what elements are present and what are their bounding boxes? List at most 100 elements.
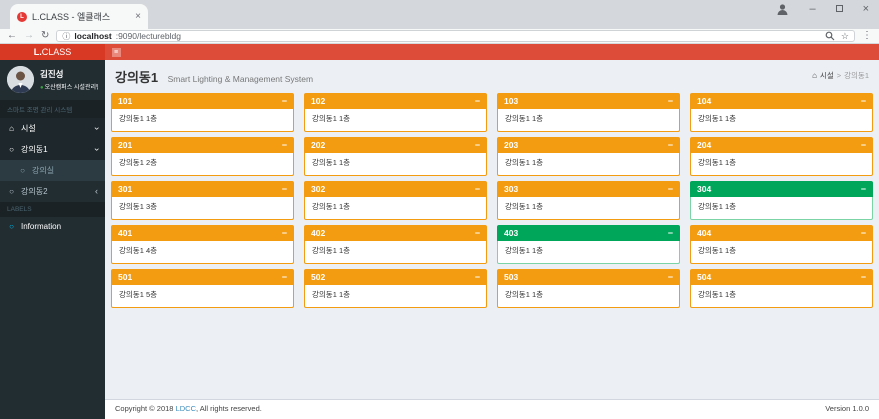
page-title: 강의동1 [115, 70, 159, 85]
room-card[interactable]: 202 − 강의동1 1층 [304, 137, 487, 176]
zoom-icon[interactable] [825, 31, 835, 41]
collapse-minus-icon[interactable]: − [281, 140, 287, 150]
tab-title: L.CLASS - 엘클래스 [32, 12, 111, 22]
room-card-body: 강의동1 3층 [111, 197, 294, 220]
room-card[interactable]: 504 − 강의동1 1층 [690, 269, 873, 308]
brand-logo[interactable]: L. CLASS [0, 44, 105, 60]
room-floor-label: 강의동1 1층 [505, 246, 544, 255]
collapse-minus-icon[interactable]: − [667, 184, 673, 194]
room-card-header: 202 − [304, 137, 487, 153]
collapse-minus-icon[interactable]: − [281, 228, 287, 238]
room-card[interactable]: 204 − 강의동1 1층 [690, 137, 873, 176]
room-card[interactable]: 203 − 강의동1 1층 [497, 137, 680, 176]
room-card[interactable]: 503 − 강의동1 1층 [497, 269, 680, 308]
collapse-minus-icon[interactable]: − [281, 184, 287, 194]
collapse-minus-icon[interactable]: − [281, 272, 287, 282]
room-card[interactable]: 104 − 강의동1 1층 [690, 93, 873, 132]
collapse-minus-icon[interactable]: − [667, 96, 673, 106]
user-panel: 김진성 ●오산캠퍼스 시설관리팀 사원 [0, 60, 105, 100]
bookmark-star-icon[interactable]: ☆ [840, 30, 849, 41]
room-card-body: 강의동1 2층 [111, 153, 294, 176]
room-card-header: 401 − [111, 225, 294, 241]
room-floor-label: 강의동1 1층 [505, 158, 544, 167]
page-info-icon[interactable]: ⓘ [62, 31, 71, 41]
room-card[interactable]: 102 − 강의동1 1층 [304, 93, 487, 132]
sidebar-item-information[interactable]: ○ Information [0, 217, 105, 236]
chevron-left-icon: ‹ [95, 186, 98, 196]
room-card[interactable]: 101 − 강의동1 1층 [111, 93, 294, 132]
collapse-minus-icon[interactable]: − [474, 96, 480, 106]
room-floor-label: 강의동1 1층 [698, 158, 737, 167]
breadcrumb-home-link[interactable]: 시설 [819, 71, 834, 80]
room-card-body: 강의동1 1층 [690, 285, 873, 308]
circle-icon: ○ [9, 145, 14, 154]
room-card[interactable]: 402 − 강의동1 1층 [304, 225, 487, 264]
room-floor-label: 강의동1 1층 [505, 202, 544, 211]
window-minimize-icon[interactable]: – [809, 3, 816, 15]
collapse-minus-icon[interactable]: − [667, 272, 673, 282]
collapse-minus-icon[interactable]: − [474, 228, 480, 238]
room-card[interactable]: 501 − 강의동1 5층 [111, 269, 294, 308]
room-card[interactable]: 304 − 강의동1 1층 [690, 181, 873, 220]
collapse-minus-icon[interactable]: − [474, 272, 480, 282]
collapse-minus-icon[interactable]: − [860, 272, 866, 282]
collapse-minus-icon[interactable]: − [860, 140, 866, 150]
browser-profile-icon[interactable] [776, 3, 789, 16]
user-name: 김진성 [40, 69, 64, 79]
room-number: 401 [118, 228, 133, 238]
room-card[interactable]: 302 − 강의동1 1층 [304, 181, 487, 220]
room-floor-label: 강의동1 3층 [119, 202, 158, 211]
circle-icon: ○ [9, 222, 14, 231]
collapse-minus-icon[interactable]: − [474, 184, 480, 194]
collapse-minus-icon[interactable]: − [667, 140, 673, 150]
room-number: 301 [118, 184, 133, 194]
room-card[interactable]: 303 − 강의동1 1층 [497, 181, 680, 220]
footer: Copyright © 2018 LDCC, All rights reserv… [105, 399, 879, 419]
sidebar-item-bldg2[interactable]: ○ 강의동2 ‹ [0, 181, 105, 202]
room-number: 202 [311, 140, 326, 150]
window-close-icon[interactable]: × [862, 3, 869, 15]
room-card-body: 강의동1 1층 [111, 109, 294, 132]
reload-icon[interactable]: ↻ [41, 30, 50, 41]
room-card-header: 303 − [497, 181, 680, 197]
sidebar: 김진성 ●오산캠퍼스 시설관리팀 사원 스마트 조명 관리 시스템 ⌂ 시설 ‹… [0, 60, 105, 419]
collapse-minus-icon[interactable]: − [667, 228, 673, 238]
sidebar-toggle-button[interactable]: ≡ [105, 44, 127, 60]
collapse-minus-icon[interactable]: − [860, 96, 866, 106]
collapse-minus-icon[interactable]: − [474, 140, 480, 150]
url-input[interactable]: ⓘ localhost:9090/lecturebldg ☆ [56, 30, 855, 42]
room-card[interactable]: 103 − 강의동1 1층 [497, 93, 680, 132]
room-card[interactable]: 201 − 강의동1 2층 [111, 137, 294, 176]
company-link[interactable]: LDCC [175, 404, 196, 413]
room-card-header: 504 − [690, 269, 873, 285]
sidebar-item-label: 강의동2 [21, 187, 48, 196]
window-restore-icon[interactable] [835, 4, 843, 15]
sidebar-item-label: Information [21, 222, 62, 231]
collapse-minus-icon[interactable]: − [860, 228, 866, 238]
sidebar-item-facility[interactable]: ⌂ 시설 ‹ [0, 118, 105, 139]
content-header: 강의동1 Smart Lighting & Management System … [105, 60, 879, 91]
sidebar-item-classroom[interactable]: ○ 강의실 [0, 160, 105, 181]
collapse-minus-icon[interactable]: − [281, 96, 287, 106]
tab-close-icon[interactable]: × [135, 11, 141, 22]
forward-icon[interactable]: → [24, 30, 34, 41]
room-number: 203 [504, 140, 519, 150]
browser-menu-icon[interactable]: ⋮ [862, 30, 872, 41]
browser-tab[interactable]: L L.CLASS - 엘클래스 × [10, 4, 148, 29]
room-card[interactable]: 403 − 강의동1 1층 [497, 225, 680, 264]
collapse-minus-icon[interactable]: − [860, 184, 866, 194]
avatar [7, 66, 34, 93]
room-floor-label: 강의동1 1층 [698, 246, 737, 255]
online-status-icon: ● [40, 85, 44, 91]
sidebar-item-label: 강의실 [32, 166, 55, 175]
room-number: 201 [118, 140, 133, 150]
sidebar-item-bldg1[interactable]: ○ 강의동1 ‹ [0, 139, 105, 160]
browser-addressbar: ← → ↻ ⓘ localhost:9090/lecturebldg ☆ ⋮ [0, 29, 879, 44]
back-icon[interactable]: ← [7, 30, 17, 41]
room-card[interactable]: 502 − 강의동1 1층 [304, 269, 487, 308]
room-number: 204 [697, 140, 712, 150]
sidebar-submenu: ○ 강의실 [0, 160, 105, 181]
room-card[interactable]: 404 − 강의동1 1층 [690, 225, 873, 264]
room-card[interactable]: 401 − 강의동1 4층 [111, 225, 294, 264]
room-card[interactable]: 301 − 강의동1 3층 [111, 181, 294, 220]
